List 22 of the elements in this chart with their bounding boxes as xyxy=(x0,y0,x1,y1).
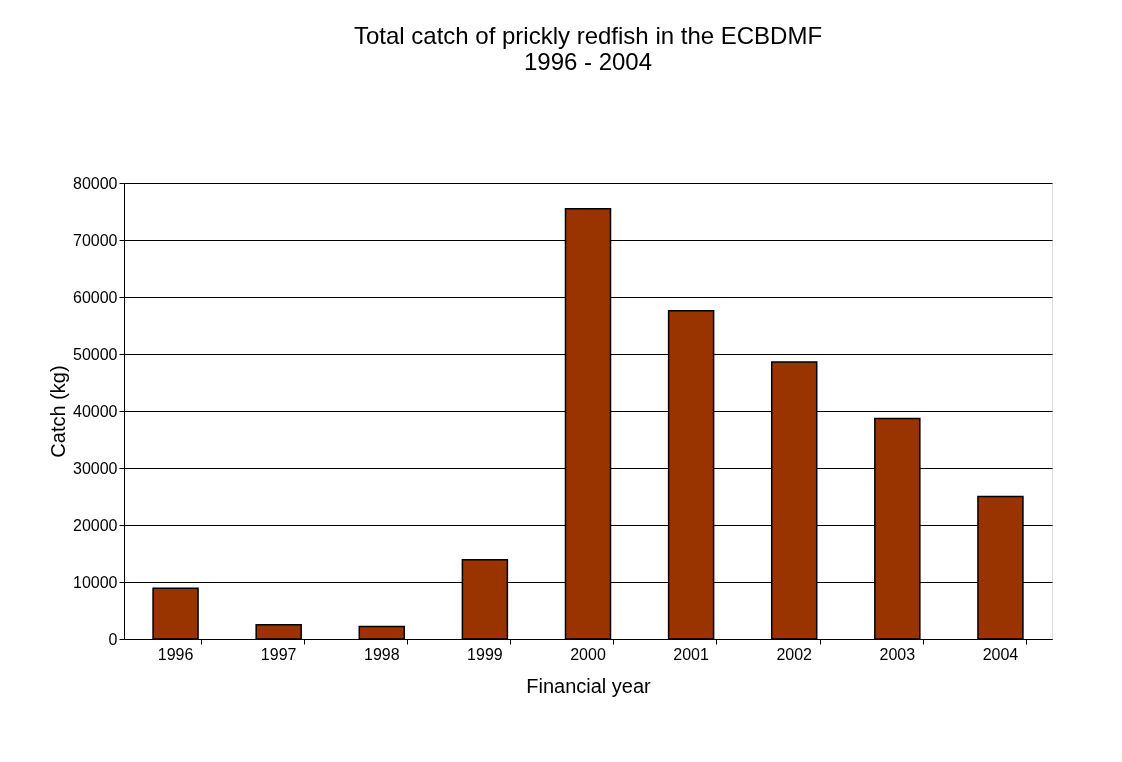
y-tick-label: 80000 xyxy=(73,174,118,192)
y-tick-label: 30000 xyxy=(73,459,118,477)
y-axis-title: Catch (kg) xyxy=(47,365,70,458)
x-tick-label: 1999 xyxy=(467,645,503,663)
x-tick-label: 2004 xyxy=(982,645,1019,663)
x-tick-label: 2003 xyxy=(879,645,916,663)
y-tick-label: 10000 xyxy=(73,573,118,591)
y-tick-label: 50000 xyxy=(73,345,118,363)
x-tick-label: 1996 xyxy=(157,645,194,663)
x-tick-label: 2000 xyxy=(570,645,606,663)
y-tick-label: 60000 xyxy=(73,288,118,306)
y-tick-label: 20000 xyxy=(73,516,118,534)
x-axis-title: Financial year xyxy=(526,674,652,697)
x-tick-label: 1997 xyxy=(260,645,297,663)
x-tick-label: 2001 xyxy=(673,645,710,663)
x-tick-label: 1998 xyxy=(363,645,400,663)
y-tick-label: 40000 xyxy=(73,402,118,420)
y-tick-label: 70000 xyxy=(73,231,118,249)
text: Total catch of prickly redfish in the ECBDMF xyxy=(353,22,823,49)
x-tick-label: 2002 xyxy=(776,645,813,663)
y-tick-label: 0 xyxy=(108,630,118,648)
text: 1996 - 2004 xyxy=(523,48,653,75)
